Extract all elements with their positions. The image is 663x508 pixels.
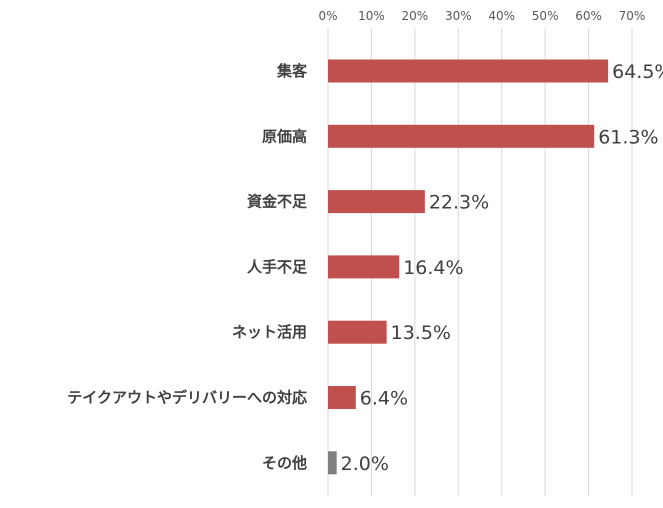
data-label: 6.4% — [360, 388, 408, 410]
data-label: 16.4% — [403, 257, 463, 279]
x-tick-label: 70% — [619, 9, 646, 23]
category-label: その他 — [262, 454, 307, 472]
x-tick-label: 40% — [488, 9, 515, 23]
category-label: 人手不足 — [247, 258, 308, 276]
data-label: 22.3% — [429, 192, 489, 214]
category-label: 資金不足 — [247, 193, 308, 211]
x-tick-label: 10% — [358, 9, 385, 23]
bar — [328, 59, 609, 83]
category-label: 集客 — [276, 62, 308, 80]
bar — [328, 386, 356, 409]
data-label: 64.5% — [612, 61, 663, 83]
data-label: 2.0% — [341, 453, 389, 475]
data-label: 13.5% — [391, 322, 451, 344]
category-label: 原価高 — [262, 127, 307, 145]
x-tick-label: 20% — [402, 9, 429, 23]
bar — [328, 451, 337, 475]
x-tick-label: 0% — [318, 9, 337, 23]
bar — [328, 255, 400, 279]
bar — [328, 320, 387, 344]
data-label: 61.3% — [598, 126, 658, 148]
gridlines — [327, 28, 633, 496]
x-tick-label: 50% — [532, 9, 559, 23]
bar — [328, 124, 595, 148]
bar — [328, 190, 425, 214]
category-label: テイクアウトやデリバリーへの対応 — [67, 389, 307, 407]
x-tick-label: 30% — [445, 9, 472, 23]
x-tick-label: 60% — [575, 9, 602, 23]
value-labels: 64.5% 61.3% 22.3% 16.4% 13.5% 6.4% 2.0% — [341, 61, 663, 475]
x-axis-ticks: 0% 10% 20% 30% 40% 50% 60% 70% — [318, 9, 645, 23]
bars — [328, 59, 609, 475]
category-label: ネット活用 — [232, 323, 307, 341]
